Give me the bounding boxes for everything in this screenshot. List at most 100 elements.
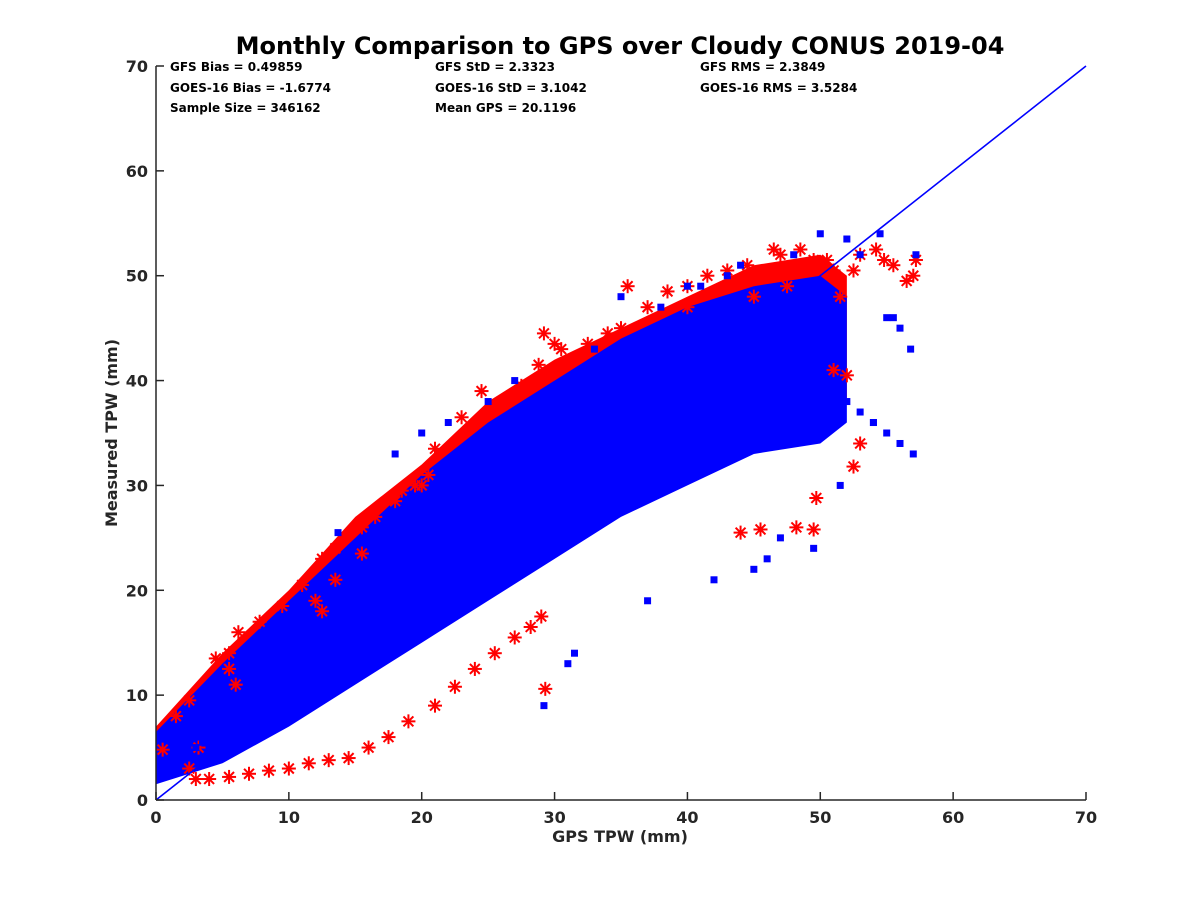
series-a-point [733,525,748,540]
series-b-point [285,670,293,678]
series-b-point [484,513,492,521]
stat-mean-gps: Mean GPS = 20.1196 [435,101,576,115]
stat-gfs-bias: GFS Bias = 0.49859 [170,60,302,74]
series-a-point [660,284,675,299]
series-b-point [617,293,625,301]
series-a-point [231,625,246,640]
series-b-point [497,502,505,510]
series-b-point [856,408,864,416]
stat-sample-size: Sample Size = 346162 [170,101,321,115]
series-b-point [199,738,206,746]
series-a-point [906,268,921,283]
series-b-point [843,398,851,406]
series-a-point [780,279,795,294]
x-tick-label: 30 [543,808,565,827]
series-b-point [590,429,598,437]
series-b-point [710,335,718,343]
series-b-point [484,398,492,406]
y-tick-label: 50 [126,267,148,286]
series-b-point [511,377,519,385]
series-b-point [697,282,705,290]
series-b-density [156,275,847,785]
series-b-point [218,723,226,731]
series-b-point [338,628,346,636]
series-b-point [630,398,638,406]
series-b-point [737,314,745,322]
series-a-point [275,599,290,614]
series-a-point [547,336,562,351]
series-b-point [418,565,426,573]
series-a-point [853,436,868,451]
series-b-point [444,544,452,552]
series-a-point [222,661,237,676]
series-b-point [258,691,266,699]
x-tick-label: 70 [1075,808,1097,827]
series-b-point [351,618,359,626]
series-a-point [368,509,383,524]
series-a-point [315,551,330,566]
series-b-point [577,439,585,447]
stat-gfs-rms: GFS RMS = 2.3849 [700,60,825,74]
series-a-point [328,572,343,587]
series-a-point [494,394,509,409]
series-a-point [301,756,316,771]
series-b-point [205,733,213,741]
series-b-point [810,544,818,552]
series-a-point [534,609,549,624]
tick-labels: 0 10 20 30 40 50 60 70 0 10 20 30 40 50 60 70 [126,57,1097,827]
series-a-point [620,279,635,294]
series-b-point [763,335,771,343]
series-b-point [245,702,253,710]
series-a-point [421,467,436,482]
series-a-point [507,630,522,645]
y-tick-label: 20 [126,581,148,600]
series-b-point [537,471,545,479]
series-a-point [228,677,243,692]
series-b-point [776,345,784,353]
series-b-point [511,492,519,500]
y-axis-label: Measured TPW (mm) [102,339,121,527]
series-b-point [192,744,200,752]
series-b-point [657,377,665,385]
series-a-point [394,483,409,498]
series-a-point [401,714,416,729]
series-b-point [876,230,884,238]
x-tick-label: 50 [809,808,831,827]
series-a-point [536,326,551,341]
series-a-point [321,753,336,768]
series-b-point [644,597,652,605]
series-b-point [604,419,612,427]
series-a-point [315,604,330,619]
series-a-point [381,730,396,745]
series-a-point [222,646,237,661]
series-a-point [886,258,901,273]
series-b-point [334,529,342,537]
series-b-point [431,555,439,563]
stat-goes-std: GOES-16 StD = 3.1042 [435,81,587,95]
series-a-point [839,368,854,383]
series-a-point [806,522,821,537]
scatter-points-layer [155,230,923,787]
series-b-point [750,565,758,573]
series-b-point [883,429,891,437]
series-b-point [365,607,373,615]
series-b-point [524,481,532,489]
series-b-point [540,702,548,710]
series-a-point [202,772,217,787]
series-a-point [846,263,861,278]
series-a-point [700,268,715,283]
series-b-point [564,660,572,668]
series-b-point [272,681,280,689]
series-a-point [538,681,553,696]
series-b-point [418,429,426,437]
series-a-point [388,494,403,509]
x-tick-label: 60 [942,808,964,827]
series-a-point [428,441,442,456]
series-b-point [179,754,187,762]
series-b-point [869,419,877,427]
series-b-point [564,450,572,458]
series-a-point [846,459,861,474]
series-a-point [454,410,469,425]
series-a-point [869,242,884,257]
